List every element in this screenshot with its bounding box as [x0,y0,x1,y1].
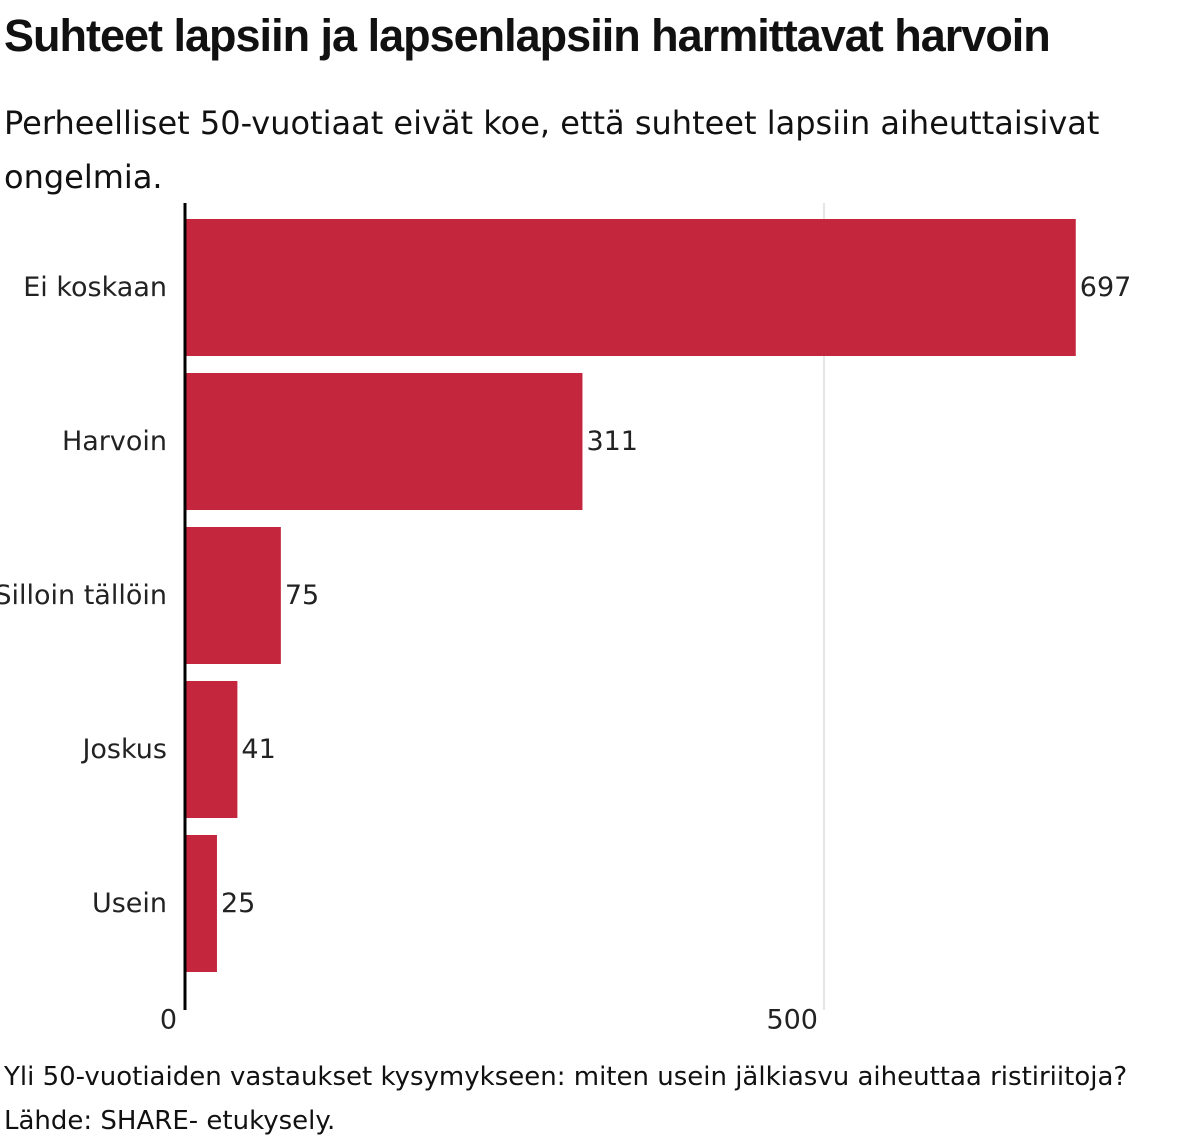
bar [185,219,1076,356]
chart-subtitle: Perheelliset 50-vuotiaat eivät koe, että… [4,104,1100,196]
chart-title: Suhteet lapsiin ja lapsenlapsiin harmitt… [4,10,1051,61]
value-label: 311 [586,426,638,457]
bar [185,373,583,510]
category-label: Joskus [80,734,167,765]
x-tick-label: 500 [766,1005,818,1036]
value-label: 697 [1080,272,1132,303]
footer-note: Yli 50-vuotiaiden vastaukset kysymykseen… [4,1062,1128,1092]
category-label: Ei koskaan [23,272,167,303]
value-label: 75 [285,580,319,611]
category-label: Harvoin [62,426,167,457]
chart-footer: Yli 50-vuotiaiden vastaukset kysymykseen… [4,1055,1199,1143]
bar [185,527,281,664]
bar [185,835,217,972]
value-label: 25 [221,888,255,919]
bar [185,681,238,818]
value-label: 41 [241,734,275,765]
x-tick-label: 0 [160,1005,177,1036]
category-label: Usein [92,888,167,919]
category-label: Silloin tällöin [0,580,167,611]
bar-chart: Ei koskaan 697 Harvoin 311 Silloin tällöin 75… [0,203,1132,1036]
footer-source: Lähde: SHARE- etukysely. [4,1106,336,1136]
